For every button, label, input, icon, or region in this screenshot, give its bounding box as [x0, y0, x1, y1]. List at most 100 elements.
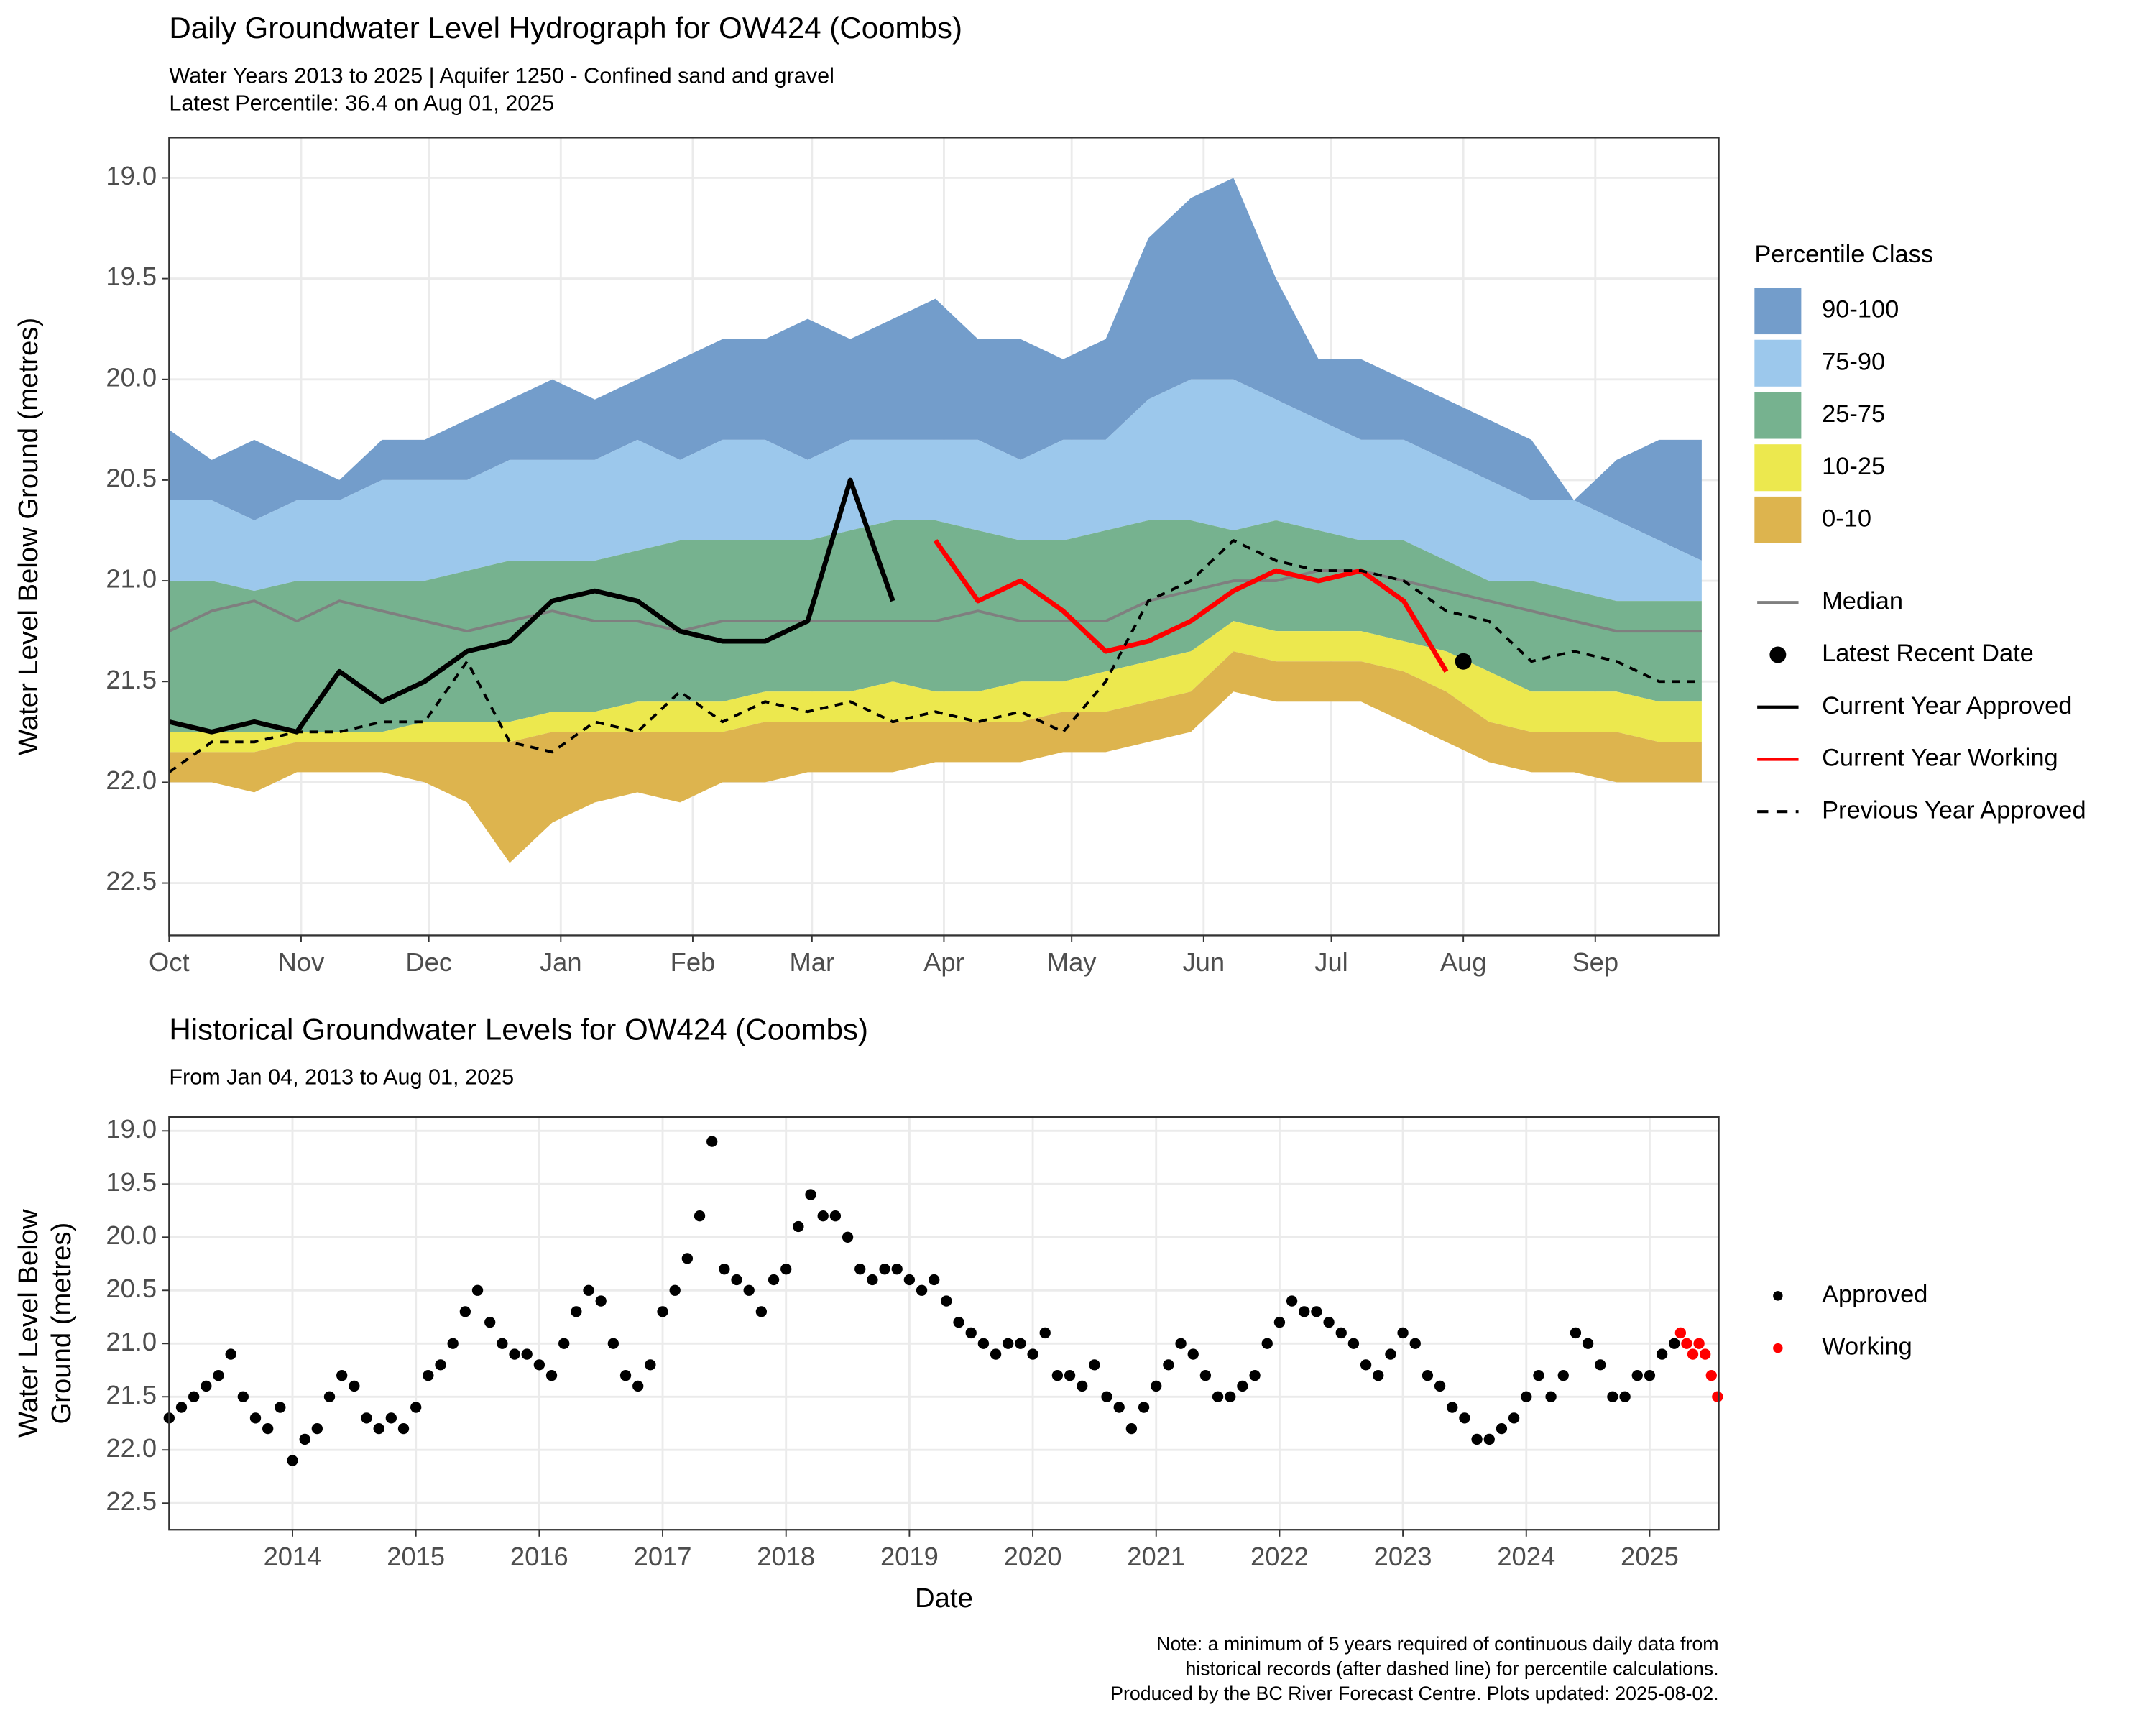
data-point	[916, 1284, 928, 1296]
plot-panel	[169, 1117, 1719, 1530]
data-point	[545, 1370, 558, 1381]
legend-label: Median	[1822, 587, 1903, 615]
series-line	[168, 539, 1702, 773]
data-point	[1687, 1348, 1699, 1360]
legend-label: Working	[1822, 1333, 1912, 1361]
data-point	[249, 1412, 262, 1424]
data-point	[669, 1284, 681, 1296]
x-tick-label: 2022	[1250, 1542, 1309, 1571]
data-point	[657, 1306, 668, 1317]
x-tick-label: Dec	[405, 947, 452, 977]
data-point	[1212, 1391, 1224, 1402]
data-point	[1360, 1359, 1372, 1371]
data-point	[719, 1264, 730, 1275]
legend-key	[1773, 1291, 1783, 1301]
data-point	[213, 1370, 224, 1381]
data-point	[533, 1359, 545, 1371]
x-tick-label: 2017	[634, 1542, 692, 1571]
data-point	[299, 1433, 310, 1445]
data-point	[1113, 1402, 1125, 1413]
data-point	[410, 1402, 422, 1413]
data-point	[854, 1264, 866, 1275]
data-point	[780, 1264, 792, 1275]
data-point	[1700, 1348, 1711, 1360]
note-line: Produced by the BC River Forecast Centre…	[1110, 1683, 1718, 1704]
legend-key	[1754, 392, 1802, 439]
data-point	[349, 1380, 360, 1392]
data-point	[1545, 1391, 1557, 1402]
data-point	[929, 1274, 940, 1286]
data-point	[1323, 1317, 1335, 1328]
y-axis-label: Ground (metres)	[46, 1223, 77, 1425]
data-point	[385, 1412, 397, 1424]
data-point	[1225, 1391, 1236, 1402]
x-tick-label: 2015	[387, 1542, 445, 1571]
data-point	[1249, 1370, 1261, 1381]
data-point	[903, 1274, 916, 1286]
data-point	[435, 1359, 446, 1371]
x-tick-label: Nov	[278, 947, 325, 977]
data-point	[977, 1338, 990, 1349]
data-point	[743, 1284, 755, 1296]
data-point	[497, 1338, 508, 1349]
data-point	[571, 1306, 582, 1317]
data-point	[1101, 1391, 1112, 1402]
data-point	[694, 1210, 706, 1222]
legend-label: 25-75	[1822, 400, 1885, 428]
data-point	[706, 1136, 718, 1147]
chart-subtitle: Latest Percentile: 36.4 on Aug 01, 2025	[169, 91, 554, 116]
legend-label: Current Year Working	[1822, 745, 2058, 772]
data-point	[793, 1220, 804, 1233]
data-point	[1409, 1338, 1421, 1349]
data-point	[397, 1422, 410, 1435]
data-point	[1607, 1391, 1618, 1402]
chart-title: Historical Groundwater Levels for OW424 …	[169, 1013, 868, 1046]
data-point	[842, 1231, 854, 1243]
x-tick-label: Feb	[671, 947, 716, 977]
legend-key	[1769, 646, 1787, 663]
data-point	[879, 1264, 890, 1275]
chart-subtitle: Water Years 2013 to 2025 | Aquifer 1250 …	[169, 63, 834, 88]
data-point	[1261, 1338, 1273, 1349]
x-tick-label: 2023	[1374, 1542, 1432, 1571]
data-point	[1335, 1327, 1347, 1339]
y-tick-label: 21.5	[106, 1380, 157, 1409]
y-tick-label: 21.0	[106, 1327, 157, 1356]
data-point	[1125, 1422, 1138, 1435]
data-point	[188, 1391, 200, 1402]
y-tick-label: 19.0	[106, 161, 157, 190]
data-point	[484, 1317, 496, 1328]
data-point	[323, 1391, 336, 1402]
y-tick-label: 20.5	[106, 1274, 157, 1303]
plot-border	[168, 137, 1720, 937]
data-point	[1595, 1359, 1606, 1371]
data-point	[1471, 1433, 1483, 1445]
data-point	[447, 1338, 459, 1349]
legend-label: 90-100	[1822, 296, 1899, 323]
data-point	[941, 1295, 952, 1307]
data-point	[1582, 1338, 1594, 1349]
data-point	[1693, 1338, 1705, 1349]
data-point	[619, 1370, 632, 1381]
latest-point	[1455, 653, 1472, 670]
x-tick-label: Jan	[540, 947, 582, 977]
data-point	[459, 1306, 471, 1317]
legend-key	[1754, 339, 1802, 387]
data-point	[595, 1295, 607, 1307]
x-tick-label: 2024	[1497, 1542, 1555, 1571]
y-axis-label: Water Level Below	[13, 1209, 44, 1438]
note-line: Note: a minimum of 5 years required of c…	[1156, 1633, 1718, 1655]
x-tick-label: Oct	[149, 947, 190, 977]
data-point	[521, 1348, 533, 1360]
data-point	[805, 1189, 816, 1200]
data-point	[1299, 1306, 1310, 1317]
data-point	[1483, 1433, 1495, 1445]
y-tick-label: 20.5	[106, 464, 157, 493]
x-tick-label: Sep	[1572, 947, 1618, 977]
data-point	[423, 1370, 434, 1381]
data-point	[1163, 1359, 1174, 1371]
data-point	[965, 1327, 977, 1339]
data-point	[1496, 1422, 1508, 1435]
data-point	[311, 1422, 323, 1435]
data-point	[632, 1380, 644, 1392]
